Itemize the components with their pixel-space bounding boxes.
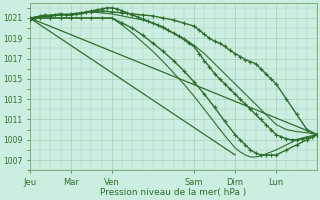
- X-axis label: Pression niveau de la mer( hPa ): Pression niveau de la mer( hPa ): [100, 188, 247, 197]
